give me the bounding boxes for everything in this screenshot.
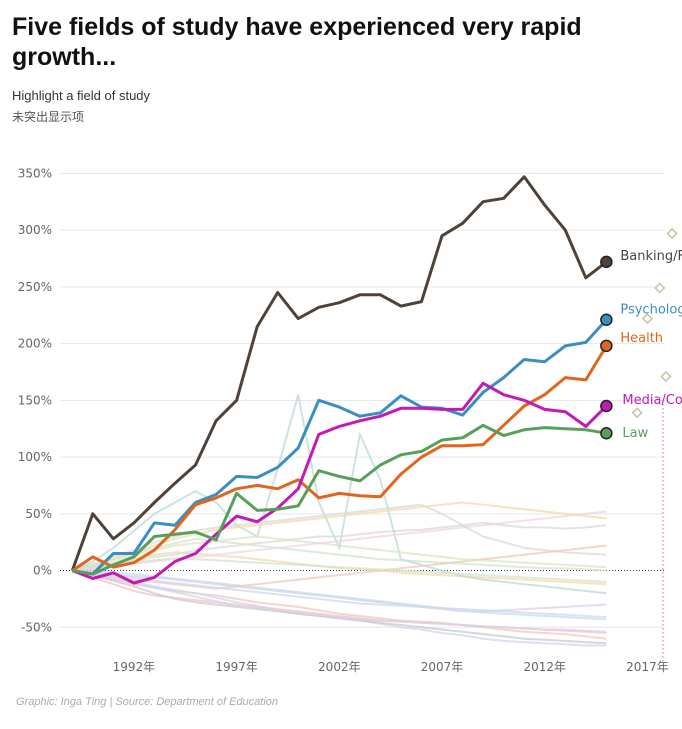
banking-finance-label: Banking/Finance xyxy=(620,249,682,264)
background-series-line xyxy=(72,557,607,583)
y-tick-label: 0% xyxy=(33,564,52,578)
background-series-line xyxy=(72,569,607,633)
x-tick-label: 1997年 xyxy=(215,660,258,674)
media-comms-line[interactable] xyxy=(71,381,608,585)
y-tick-label: 300% xyxy=(18,223,52,237)
y-tick-label: -50% xyxy=(21,620,52,634)
x-tick-label: 1992年 xyxy=(113,660,156,674)
y-tick-label: 250% xyxy=(18,280,52,294)
ghost-diamond-marker xyxy=(654,282,666,294)
y-tick-label: 150% xyxy=(18,393,52,407)
ghost-diamond-marker xyxy=(641,313,654,325)
filter-label: Highlight a field of study xyxy=(12,88,151,103)
psychology-end-marker[interactable] xyxy=(600,313,613,326)
health-end-marker[interactable] xyxy=(600,339,613,353)
ghost-diamond-marker xyxy=(631,407,643,419)
y-tick-label: 50% xyxy=(25,507,52,521)
y-tick-label: 100% xyxy=(18,450,52,464)
chart-title: Five fields of study have experienced ve… xyxy=(12,13,582,71)
x-tick-label: 2012年 xyxy=(523,660,566,674)
background-series-line xyxy=(71,394,607,595)
law-end-marker[interactable] xyxy=(600,426,613,440)
background-series-line xyxy=(72,569,607,645)
y-tick-label: 200% xyxy=(18,337,52,351)
law-line[interactable] xyxy=(72,423,607,576)
background-series-line xyxy=(72,569,607,621)
banking-finance-end-marker[interactable] xyxy=(600,255,613,269)
background-series-line xyxy=(72,521,607,572)
field-highlight-dropdown[interactable]: 未突出显示项 xyxy=(12,110,85,124)
x-tick-label: 2007年 xyxy=(421,660,464,674)
ghost-diamond-marker xyxy=(660,370,672,383)
line-chart: -50% 0% 50% 100% 150% 200% 250% 300% 350% 1992年 19… xyxy=(18,166,682,674)
background-series-line xyxy=(72,568,607,619)
health-label: Health xyxy=(620,331,663,346)
x-tick-label: 2017年 xyxy=(626,660,669,674)
banking-finance-line[interactable] xyxy=(70,175,608,572)
background-series-line xyxy=(72,551,607,586)
background-series-line xyxy=(72,510,607,572)
background-series-line xyxy=(72,544,607,590)
background-series-line xyxy=(72,503,607,572)
footer-credit: Graphic: Inga Ting | Source: Department … xyxy=(16,696,279,708)
health-line[interactable] xyxy=(71,345,608,572)
law-label: Law xyxy=(622,426,648,441)
ghost-diamond-marker xyxy=(666,227,678,240)
psychology-line[interactable] xyxy=(72,318,608,576)
background-series-line xyxy=(71,537,607,572)
y-tick-label: 350% xyxy=(18,166,52,180)
media-comms-label: Media/Comms xyxy=(622,393,682,408)
psychology-label: Psychology xyxy=(620,303,682,318)
background-series-line xyxy=(72,535,607,572)
background-series-line xyxy=(72,569,607,613)
x-tick-label: 2002年 xyxy=(318,660,361,674)
media-comms-end-marker[interactable] xyxy=(600,399,613,413)
